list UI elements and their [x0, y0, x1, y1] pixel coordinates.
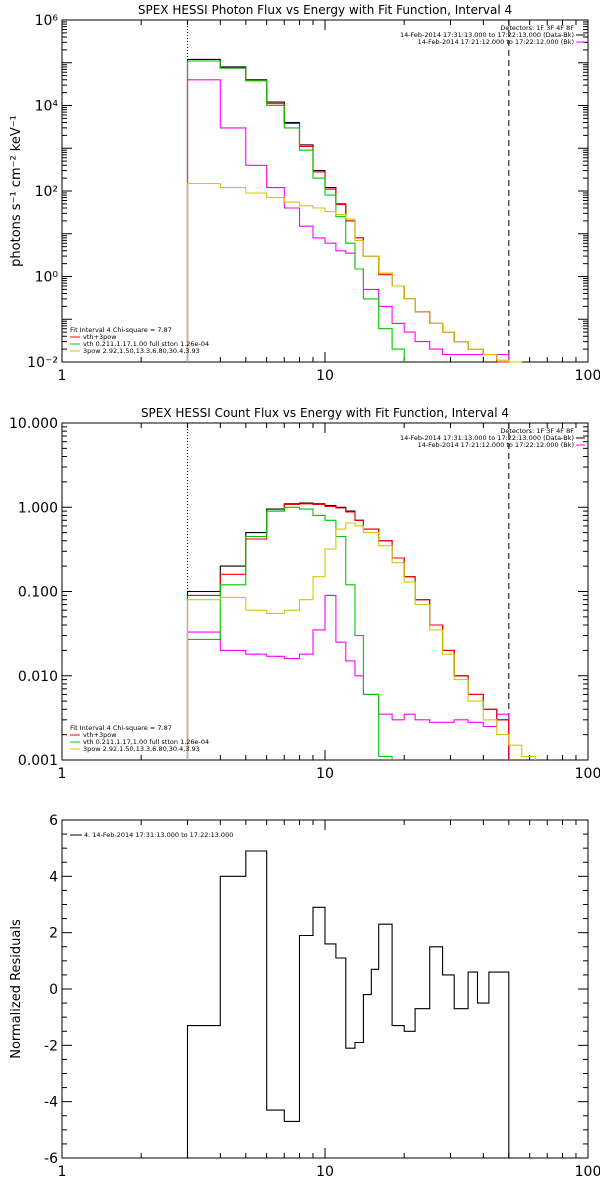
series-line-2 [186, 60, 509, 363]
legend-entry: 14-Feb-2014 17:31:13.000 to 17:22:13.000… [400, 434, 574, 442]
y-tick-label: 10.000 [9, 416, 58, 432]
legend-entry: Detectors: 1F 3F 4F 8F [500, 24, 574, 32]
y-tick-label: 0.001 [18, 753, 58, 769]
y-tick-label: 10⁰ [35, 270, 59, 286]
y-tick-label: 2 [49, 926, 58, 942]
series-line-4 [186, 182, 522, 363]
y-tick-label: 10⁻² [27, 355, 58, 371]
y-tick-label: 10² [35, 184, 58, 200]
legend-entry: 3pow 2.92,1.50,13.3,6.80,30.4,3.93 [83, 745, 200, 753]
y-tick-label: 0.100 [18, 585, 58, 601]
series-line-0 [186, 502, 510, 760]
x-tick-label: 10 [316, 368, 334, 384]
series-line-4 [186, 522, 536, 760]
x-tick-label: 1 [58, 1164, 67, 1180]
legend-entry: Detectors: 1F 3F 4F 8F [500, 427, 574, 435]
residuals-panel: Normalized Residuals 1 10 100 -6 -4 -2 0 2 4 6 4. 1… [9, 813, 600, 1180]
y-tick-label: -2 [44, 1038, 58, 1054]
series-line-2 [186, 503, 510, 760]
x-tick-label: 10 [316, 1164, 334, 1180]
legend-entry: 14-Feb-2014 17:31:13.000 to 17:22:13.000… [400, 31, 574, 39]
fit-info: Fit Interval 4 Chi-square = 7.87 [70, 724, 172, 732]
y-tick-label: 10⁴ [35, 99, 59, 115]
y-tick-label: 10⁶ [35, 13, 59, 29]
y-tick-label: -6 [44, 1151, 58, 1167]
x-tick-label: 100 [575, 1164, 600, 1180]
legend-entry: vth 0.211,1.17,1.00 full stton 1.26e-04 [83, 340, 209, 348]
legend-entry: 14-Feb-2014 17:21:12.000 to 17:22:12.000… [418, 38, 574, 46]
x-tick-label: 10 [316, 766, 334, 782]
x-tick-label: 100 [575, 766, 600, 782]
series-line-0 [186, 850, 510, 1158]
y-tick-label: 1.000 [18, 500, 58, 516]
count-flux-panel: SPEX HESSI Count Flux vs Energy with Fit… [9, 406, 600, 782]
fit-info: Fit Interval 4 Chi-square = 7.87 [70, 326, 172, 334]
photon-flux-panel: SPEX HESSI Photon Flux vs Energy with Fi… [9, 3, 600, 384]
x-tick-label: 100 [575, 368, 600, 384]
x-tick-label: 1 [58, 766, 67, 782]
chart-title: SPEX HESSI Photon Flux vs Energy with Fi… [138, 3, 512, 17]
series-line-0 [186, 58, 509, 363]
legend-entry: vth+3pow [83, 333, 117, 341]
chart-title: SPEX HESSI Count Flux vs Energy with Fit… [141, 406, 509, 420]
x-tick-label: 1 [58, 368, 67, 384]
y-tick-label: 0.010 [18, 669, 58, 685]
series-line-1 [186, 594, 510, 760]
legend-entry: vth+3pow [83, 731, 117, 739]
y-axis-label: Normalized Residuals [9, 919, 24, 1059]
legend-entry: 4. 14-Feb-2014 17:31:13.000 to 17:22:13.… [84, 831, 233, 839]
y-tick-label: -4 [44, 1095, 58, 1111]
y-tick-label: 0 [49, 982, 58, 998]
series-line-3 [186, 60, 405, 362]
legend-entry: 3pow 2.92,1.50,13.3,6.80,30.4,3.93 [83, 347, 200, 355]
series-line-3 [186, 506, 393, 760]
legend-entry: 14-Feb-2014 17:21:12.000 to 17:22:12.000… [418, 441, 574, 449]
y-tick-label: 4 [49, 869, 58, 885]
legend-entry: vth 0.211,1.17,1.00 full stton 1.26e-04 [83, 738, 209, 746]
y-axis-label: photons s⁻¹ cm⁻² keV⁻¹ [9, 115, 24, 267]
y-tick-label: 6 [49, 813, 58, 829]
